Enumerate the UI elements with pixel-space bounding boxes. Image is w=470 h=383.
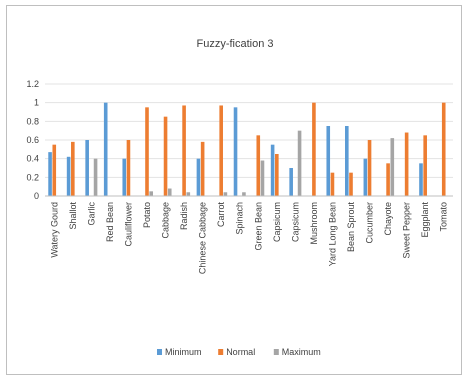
- bar: [419, 163, 423, 196]
- y-tick-label: 0.2: [26, 172, 39, 182]
- bar: [122, 158, 127, 196]
- y-tick-label: 0.8: [26, 116, 39, 126]
- category-label: Bean Sprout: [346, 202, 356, 253]
- bar: [85, 140, 89, 196]
- bar: [404, 132, 409, 196]
- category-label: Watery Gourd: [49, 202, 59, 258]
- category-label: Cucumber: [365, 202, 375, 244]
- legend-label: Minimum: [165, 347, 202, 357]
- y-tick-label: 0.4: [26, 154, 39, 164]
- category-label: Mushroom: [309, 202, 319, 245]
- bar: [289, 168, 293, 196]
- category-label: Capsicum: [290, 202, 300, 242]
- category-label: Radish: [179, 202, 189, 230]
- category-label: Shallot: [68, 202, 78, 230]
- category-label: Carrot: [216, 202, 226, 228]
- bar: [386, 163, 390, 196]
- bar: [363, 158, 368, 196]
- bar: [260, 160, 265, 196]
- category-label: Spinach: [235, 202, 245, 235]
- bar: [66, 156, 71, 196]
- category-label: Cauliflower: [123, 202, 133, 247]
- bar: [145, 107, 149, 196]
- legend-label: Normal: [226, 347, 255, 357]
- bar: [275, 154, 279, 196]
- category-label: Eggplant: [420, 202, 430, 238]
- bar: [256, 135, 261, 196]
- bar: [312, 102, 316, 196]
- bar: [48, 152, 52, 196]
- gridlines: [45, 83, 453, 178]
- y-tick-label: 0: [34, 191, 39, 201]
- bar: [326, 126, 331, 196]
- bar: [219, 105, 223, 196]
- category-label: Green Bean: [253, 202, 263, 251]
- bar: [441, 102, 446, 196]
- bar: [270, 144, 275, 196]
- bar: [242, 192, 246, 196]
- legend-swatch: [218, 349, 224, 355]
- category-label: Sweet Pepper: [402, 202, 412, 259]
- legend-label: Maximum: [282, 347, 321, 357]
- category-label: Red Bean: [105, 202, 115, 242]
- chart-frame: Fuzzy-fication 3 0 0.2 0.4 0.6 0.8 1 1.2 Water…: [6, 5, 462, 375]
- bar: [349, 172, 353, 196]
- legend: Minimum Normal Maximum: [157, 347, 321, 357]
- bar: [423, 135, 427, 196]
- y-axis-ticks: 0 0.2 0.4 0.6 0.8 1 1.2: [26, 79, 39, 201]
- category-labels: Watery Gourd Shallot Garlic Red Bean Caulifl…: [49, 202, 448, 275]
- chart-title: Fuzzy-fication 3: [196, 38, 273, 50]
- category-label: Potato: [142, 202, 152, 228]
- category-label: Tomato: [439, 202, 449, 232]
- bar: [330, 172, 335, 196]
- bar: [71, 141, 75, 196]
- bar: [196, 158, 201, 196]
- bar: [149, 191, 153, 196]
- bar: [163, 116, 168, 196]
- category-label: Chayote: [383, 202, 393, 236]
- bar: [52, 144, 57, 196]
- bar: [345, 126, 349, 196]
- bar: [223, 192, 228, 196]
- bar: [390, 138, 395, 196]
- bars: [48, 102, 446, 196]
- legend-swatch: [157, 349, 162, 355]
- category-label: Yard Long Bean: [327, 202, 337, 266]
- bar: [182, 105, 186, 196]
- bar: [233, 107, 238, 196]
- bar: [126, 140, 131, 196]
- category-label: Cabbage: [161, 202, 171, 239]
- category-label: Chinese Cabbage: [198, 202, 208, 274]
- bar: [186, 192, 191, 196]
- bar: [103, 102, 108, 196]
- bar: [93, 158, 98, 196]
- chart: Fuzzy-fication 3 0 0.2 0.4 0.6 0.8 1 1.2 Water…: [26, 38, 453, 357]
- y-tick-label: 1.2: [26, 79, 39, 89]
- category-label: Capsicum: [272, 202, 282, 242]
- y-tick-label: 1: [34, 98, 39, 108]
- y-tick-label: 0.6: [26, 135, 39, 145]
- bar: [167, 188, 172, 196]
- category-label: Garlic: [86, 202, 96, 226]
- bar: [297, 130, 302, 196]
- bar: [200, 141, 205, 196]
- bar: [367, 140, 372, 196]
- legend-swatch: [273, 349, 279, 355]
